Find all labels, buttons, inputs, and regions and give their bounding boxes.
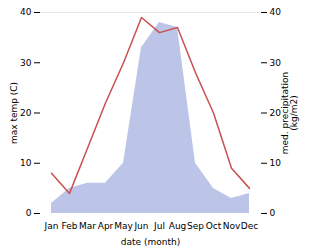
svg-text:20: 20 bbox=[20, 108, 32, 118]
svg-text:Aug: Aug bbox=[169, 221, 187, 231]
svg-text:Oct: Oct bbox=[206, 221, 222, 231]
svg-text:10: 10 bbox=[270, 158, 282, 168]
svg-text:40: 40 bbox=[270, 7, 282, 17]
svg-text:Apr: Apr bbox=[98, 221, 114, 231]
svg-text:max temp (C): max temp (C) bbox=[9, 82, 19, 144]
svg-text:Nov: Nov bbox=[223, 221, 241, 231]
svg-text:Jul: Jul bbox=[153, 221, 165, 231]
svg-text:Jun: Jun bbox=[133, 221, 148, 231]
svg-text:Sep: Sep bbox=[187, 221, 204, 231]
svg-text:0: 0 bbox=[270, 208, 276, 218]
svg-text:20: 20 bbox=[269, 107, 281, 118]
svg-text:Dec: Dec bbox=[241, 221, 258, 231]
svg-text:Jan: Jan bbox=[44, 221, 59, 231]
svg-text:10: 10 bbox=[20, 158, 32, 168]
svg-text:30: 30 bbox=[20, 58, 32, 68]
svg-text:May: May bbox=[114, 221, 133, 231]
svg-text:Feb: Feb bbox=[62, 221, 78, 231]
svg-text:40: 40 bbox=[20, 7, 32, 17]
svg-text:0: 0 bbox=[26, 208, 32, 218]
svg-text:30: 30 bbox=[270, 58, 282, 68]
svg-text:Mar: Mar bbox=[79, 221, 96, 231]
svg-text:med. precipitation(kg/m2): med. precipitation(kg/m2) bbox=[280, 72, 299, 154]
svg-text:date (month): date (month) bbox=[121, 237, 180, 247]
